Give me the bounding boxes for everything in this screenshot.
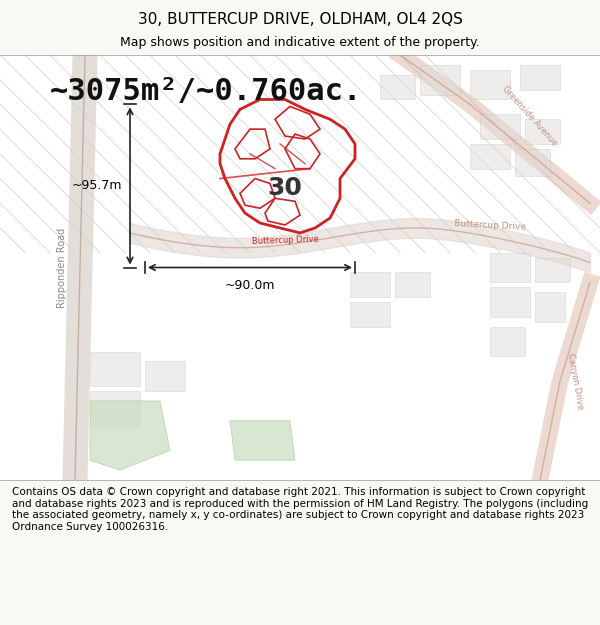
Polygon shape [535, 292, 565, 322]
Text: Ripponden Road: Ripponden Road [57, 228, 67, 308]
Text: Greenside Avenue: Greenside Avenue [501, 84, 559, 148]
Text: Buttercup Drive: Buttercup Drive [251, 235, 319, 246]
Polygon shape [90, 351, 140, 386]
Text: Buttercup Drive: Buttercup Drive [454, 219, 526, 231]
Polygon shape [145, 361, 185, 391]
Text: Canyon Drive: Canyon Drive [566, 352, 584, 410]
Polygon shape [520, 65, 560, 89]
Polygon shape [470, 144, 510, 169]
Text: ~95.7m: ~95.7m [71, 179, 122, 192]
Text: Map shows position and indicative extent of the property.: Map shows position and indicative extent… [120, 36, 480, 49]
Text: 30, BUTTERCUP DRIVE, OLDHAM, OL4 2QS: 30, BUTTERCUP DRIVE, OLDHAM, OL4 2QS [137, 12, 463, 27]
Polygon shape [350, 272, 390, 297]
Polygon shape [515, 149, 550, 176]
Polygon shape [490, 288, 530, 317]
Polygon shape [230, 421, 295, 460]
Text: Contains OS data © Crown copyright and database right 2021. This information is : Contains OS data © Crown copyright and d… [12, 488, 588, 532]
Polygon shape [490, 327, 525, 356]
Polygon shape [420, 65, 460, 94]
Polygon shape [90, 401, 170, 470]
Polygon shape [470, 70, 510, 99]
Polygon shape [480, 114, 520, 139]
Polygon shape [90, 391, 140, 426]
Polygon shape [380, 75, 415, 99]
Polygon shape [490, 253, 530, 282]
FancyBboxPatch shape [0, 55, 600, 480]
Text: ~3075m²/~0.760ac.: ~3075m²/~0.760ac. [50, 77, 362, 106]
Polygon shape [350, 302, 390, 327]
Polygon shape [525, 119, 560, 144]
Polygon shape [535, 258, 570, 282]
Text: ~90.0m: ~90.0m [225, 279, 275, 292]
Text: 30: 30 [268, 176, 302, 201]
Polygon shape [395, 272, 430, 297]
